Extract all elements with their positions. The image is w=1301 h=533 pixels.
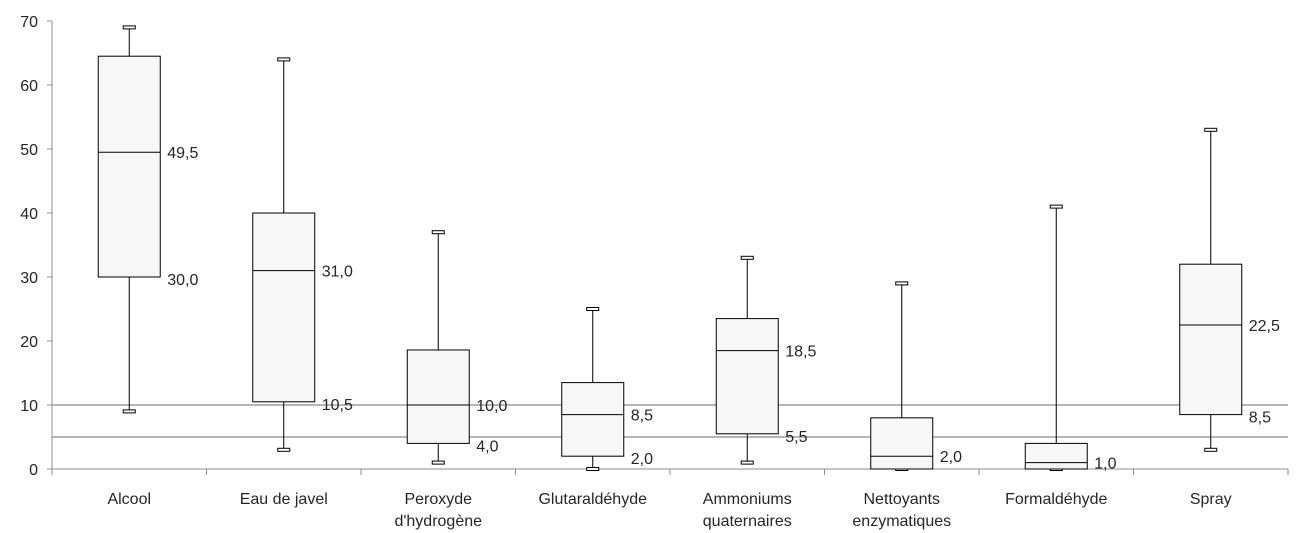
- q1-value-label: 10,5: [322, 397, 353, 414]
- x-category-label: Glutaraldéhyde: [538, 491, 647, 508]
- x-category-label: Spray: [1190, 491, 1232, 508]
- min-cap: [1204, 447, 1218, 452]
- max-cap: [277, 57, 291, 62]
- y-tick-label: 50: [20, 142, 38, 159]
- box-iqr: [561, 382, 625, 457]
- median-value-label: 22,5: [1249, 318, 1280, 335]
- x-category-label: quaternaires: [703, 513, 792, 530]
- q1-value-label: 2,0: [631, 451, 653, 468]
- max-cap: [740, 255, 754, 260]
- max-cap: [1204, 127, 1218, 132]
- q1-value-label: 5,5: [785, 429, 807, 446]
- x-category-label: Eau de javel: [240, 491, 328, 508]
- median-value-label: 2,0: [940, 449, 962, 466]
- y-tick-label: 70: [20, 14, 38, 31]
- median-value-label: 1,0: [1094, 456, 1116, 473]
- box-iqr: [1179, 263, 1243, 416]
- x-category-label: Nettoyants: [864, 491, 940, 508]
- max-cap: [895, 281, 909, 286]
- max-cap: [1049, 204, 1063, 209]
- median-value-label: 31,0: [322, 264, 353, 281]
- max-cap: [431, 230, 445, 235]
- x-category-label: Peroxyde: [404, 491, 472, 508]
- x-category-label: enzymatiques: [852, 513, 951, 530]
- min-cap: [740, 460, 754, 465]
- y-tick-label: 40: [20, 206, 38, 223]
- min-cap: [586, 467, 600, 471]
- box-iqr: [97, 55, 161, 278]
- median-value-label: 49,5: [167, 145, 198, 162]
- y-tick-label: 20: [20, 334, 38, 351]
- y-tick-label: 0: [29, 462, 38, 479]
- y-tick-label: 10: [20, 398, 38, 415]
- min-cap: [122, 409, 136, 414]
- box-iqr: [1024, 442, 1088, 470]
- y-tick-label: 30: [20, 270, 38, 287]
- box-iqr: [870, 417, 934, 470]
- x-category-label: Formaldéhyde: [1005, 491, 1107, 508]
- q1-value-label: 8,5: [1249, 410, 1271, 427]
- box-iqr: [406, 349, 470, 444]
- max-cap: [122, 25, 136, 30]
- y-tick-label: 60: [20, 78, 38, 95]
- x-category-label: Ammoniums: [703, 491, 792, 508]
- median-value-label: 18,5: [785, 344, 816, 361]
- box-iqr: [715, 318, 779, 435]
- median-value-label: 8,5: [631, 408, 653, 425]
- max-cap: [586, 307, 600, 311]
- x-category-label: Alcool: [107, 491, 151, 508]
- q1-value-label: 4,0: [476, 438, 498, 455]
- min-cap: [277, 447, 291, 452]
- q1-value-label: 30,0: [167, 272, 198, 289]
- x-category-label: d'hydrogène: [394, 513, 482, 530]
- box-iqr: [252, 212, 316, 403]
- median-value-label: 10,0: [476, 398, 507, 415]
- min-cap: [431, 460, 445, 465]
